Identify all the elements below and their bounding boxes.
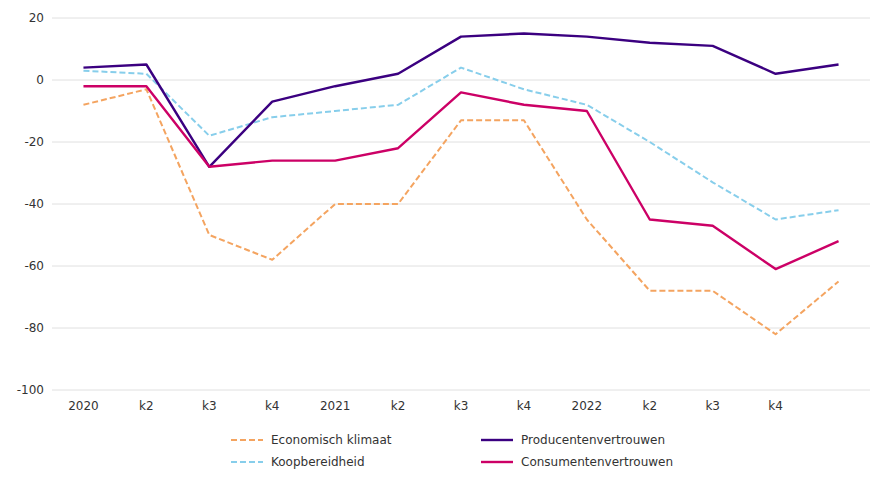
y-tick-label: 0 xyxy=(36,73,44,87)
chart-container: -100-80-60-40-200202020k2k3k42021k2k3k42… xyxy=(0,0,892,486)
x-tick-label: k4 xyxy=(265,399,280,413)
legend: Economisch klimaat Koopbereidheid Producen… xyxy=(231,433,673,469)
grid-line xyxy=(52,328,870,329)
grid-line xyxy=(52,266,870,267)
y-tick-label: -40 xyxy=(24,197,44,211)
series-line xyxy=(83,86,838,269)
series-line xyxy=(83,89,838,334)
y-tick-label: -20 xyxy=(24,135,44,149)
x-tick-label: k2 xyxy=(139,399,154,413)
x-tick-label: k2 xyxy=(391,399,406,413)
y-tick-label: -100 xyxy=(17,383,44,397)
legend-label: Economisch klimaat xyxy=(271,433,392,447)
series-line xyxy=(83,68,838,220)
y-tick-label: 20 xyxy=(29,11,44,25)
chart-svg: -100-80-60-40-200202020k2k3k42021k2k3k42… xyxy=(0,0,892,486)
lines xyxy=(83,34,838,335)
x-tick-label: k3 xyxy=(202,399,217,413)
x-tick-label: k3 xyxy=(705,399,720,413)
legend-label: Producentenvertrouwen xyxy=(521,433,665,447)
legend-swatch xyxy=(481,439,513,441)
x-tick-label: k3 xyxy=(454,399,469,413)
x-tick-label: k4 xyxy=(768,399,783,413)
x-tick-label: 2021 xyxy=(320,399,351,413)
y-tick-label: -60 xyxy=(24,259,44,273)
x-tick-label: k2 xyxy=(642,399,657,413)
y-tick-label: -80 xyxy=(24,321,44,335)
legend-swatch xyxy=(231,461,263,463)
x-tick-label: 2020 xyxy=(68,399,99,413)
grid-line xyxy=(52,18,870,19)
legend-swatch xyxy=(481,461,513,463)
grid-line xyxy=(52,390,870,391)
grid-line xyxy=(52,204,870,205)
legend-label: Koopbereidheid xyxy=(271,455,365,469)
grid-line xyxy=(52,142,870,143)
legend-label: Consumentenvertrouwen xyxy=(521,455,673,469)
grid xyxy=(52,18,870,390)
x-tick-label: k4 xyxy=(517,399,532,413)
legend-swatch xyxy=(231,439,263,441)
x-tick-label: 2022 xyxy=(572,399,603,413)
series-line xyxy=(83,34,838,167)
grid-line xyxy=(52,80,870,81)
